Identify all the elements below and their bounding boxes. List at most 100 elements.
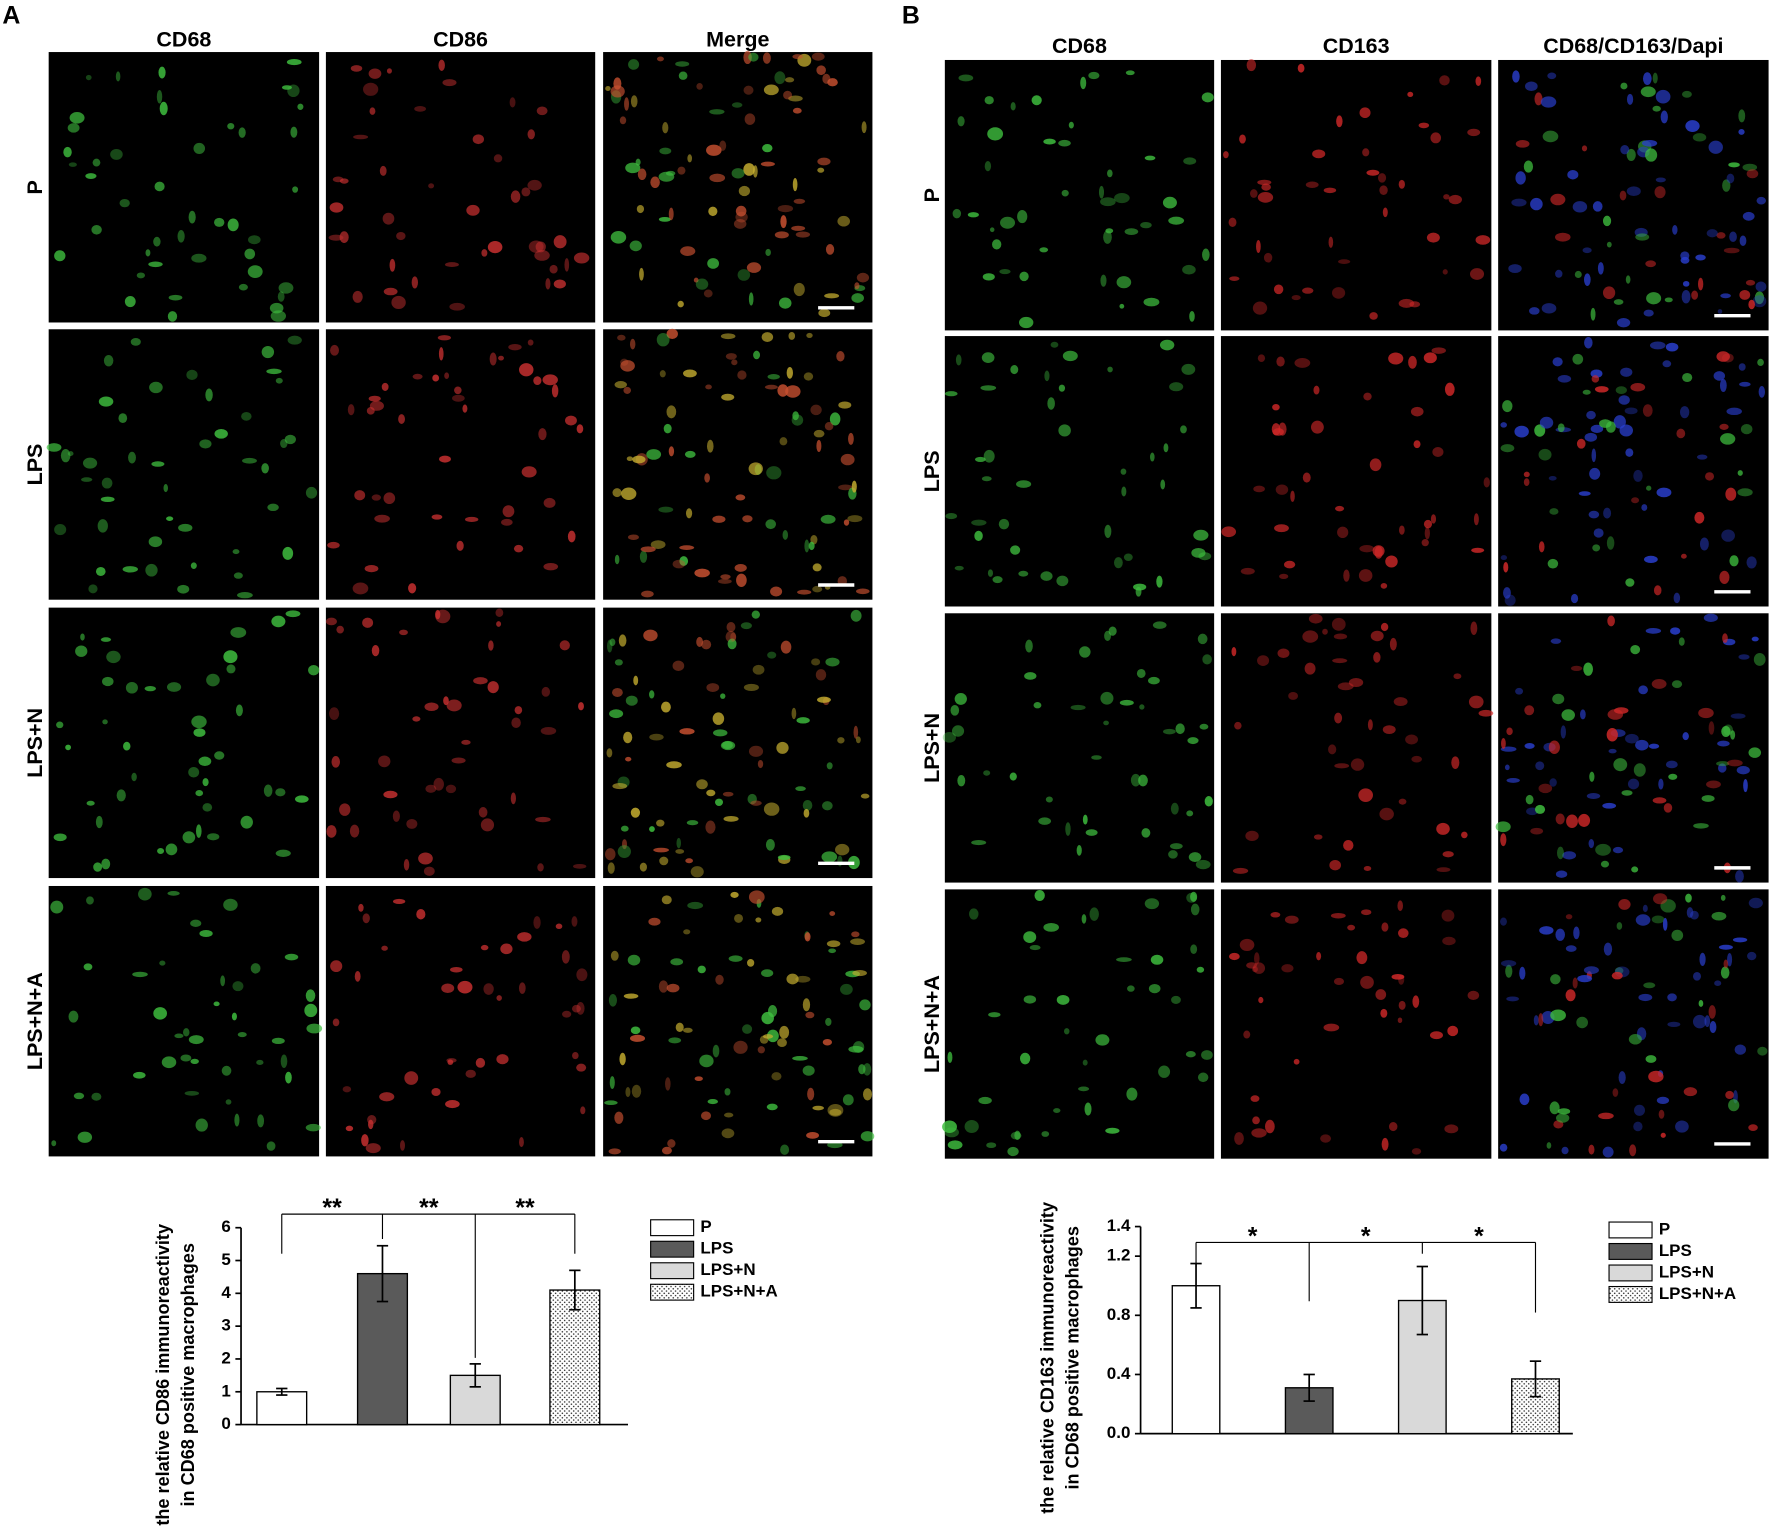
cell	[342, 1086, 352, 1093]
cell	[1523, 471, 1530, 478]
cell	[1686, 907, 1694, 918]
cell	[678, 71, 688, 80]
cell	[1591, 375, 1600, 383]
cell	[1201, 92, 1214, 103]
cell	[1757, 358, 1764, 367]
cell	[614, 381, 627, 389]
cell	[695, 278, 709, 290]
cell	[1649, 341, 1666, 350]
cell	[1682, 280, 1690, 287]
y-tick-label: 2	[221, 1348, 230, 1367]
cell	[862, 1088, 873, 1101]
cell	[383, 790, 398, 799]
cell	[1189, 310, 1195, 322]
cell	[1140, 221, 1152, 229]
cell	[325, 617, 337, 626]
cell	[1397, 900, 1404, 912]
cell	[1500, 555, 1508, 561]
cell	[826, 940, 841, 948]
cell	[576, 968, 588, 982]
cell	[1442, 851, 1454, 858]
cell	[1618, 1071, 1626, 1085]
cell	[715, 974, 724, 985]
cell	[1043, 138, 1056, 145]
cell	[100, 637, 112, 642]
cell	[837, 215, 850, 227]
cell	[667, 1139, 676, 1148]
cell	[1193, 529, 1209, 541]
cell	[762, 1034, 774, 1039]
cell	[391, 295, 406, 310]
cell	[620, 825, 629, 832]
cell	[1257, 192, 1274, 203]
cell	[774, 231, 789, 239]
cell	[1334, 763, 1350, 769]
cell	[736, 573, 747, 587]
cell	[610, 231, 627, 244]
cell	[1723, 247, 1740, 254]
cell	[1202, 248, 1210, 261]
cell	[1682, 372, 1693, 383]
cell	[751, 610, 760, 619]
cell	[280, 1054, 288, 1068]
cell	[1640, 86, 1656, 98]
cell	[578, 702, 584, 711]
cell	[1366, 169, 1380, 176]
cell	[810, 404, 822, 416]
cell	[1439, 75, 1450, 86]
cell	[675, 849, 685, 854]
cell	[190, 919, 202, 928]
cell	[767, 374, 780, 380]
cell	[1190, 903, 1200, 916]
cell	[1524, 705, 1535, 716]
cell	[743, 683, 759, 691]
cell	[418, 852, 433, 865]
cell	[1270, 912, 1281, 918]
cell	[1361, 909, 1372, 916]
cell	[500, 943, 513, 955]
cell	[257, 1114, 265, 1128]
panel-label: A	[2, 2, 20, 30]
cell	[1756, 196, 1766, 205]
cell	[793, 198, 806, 204]
cell	[378, 755, 391, 768]
cell	[235, 704, 243, 717]
cell	[851, 480, 857, 493]
cell	[1572, 977, 1578, 989]
cell	[451, 757, 466, 764]
cell	[1221, 526, 1237, 538]
micrograph	[48, 885, 323, 1157]
cell	[1363, 392, 1372, 401]
cell	[1348, 677, 1364, 688]
y-tick-label: 4	[221, 1283, 231, 1302]
y-axis-label: the relative CD86 immunoreactivity	[153, 1224, 173, 1526]
cell	[852, 970, 867, 977]
cell	[1336, 115, 1343, 128]
cell	[1025, 639, 1033, 653]
cell	[75, 645, 88, 657]
cell	[1380, 622, 1389, 632]
cell	[687, 901, 704, 910]
cell	[1613, 299, 1624, 305]
cell	[452, 394, 465, 402]
cell	[1044, 370, 1050, 382]
micrograph	[1498, 889, 1769, 1159]
cell	[1546, 1142, 1552, 1149]
cell	[1658, 778, 1664, 790]
significance: **	[515, 1194, 535, 1222]
cell	[442, 79, 457, 87]
cell	[753, 350, 761, 360]
micrograph-bg	[325, 885, 596, 1157]
cell	[1017, 209, 1028, 224]
cell	[1643, 555, 1658, 564]
cell	[605, 85, 611, 92]
cell	[1114, 557, 1123, 569]
cell	[1511, 198, 1527, 207]
cell	[1133, 583, 1147, 591]
cell	[1478, 709, 1494, 717]
cell	[1582, 247, 1592, 254]
cell	[815, 669, 827, 681]
cell	[952, 208, 962, 219]
cell	[659, 147, 672, 155]
cell	[424, 702, 439, 712]
